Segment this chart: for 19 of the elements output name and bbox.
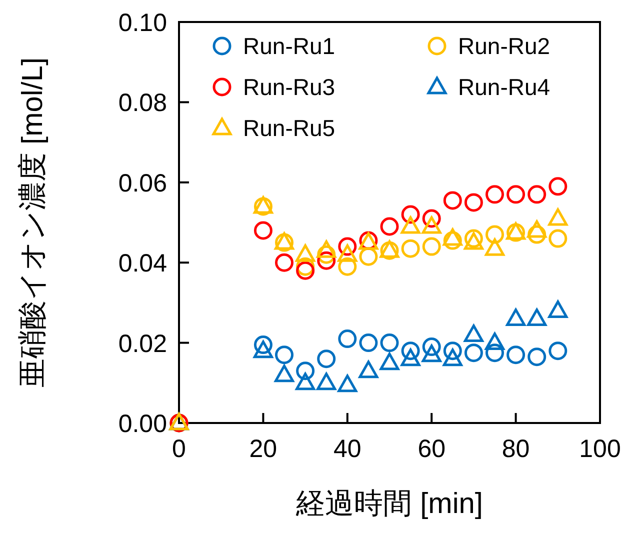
y-tick-label: 0.04 <box>118 250 168 278</box>
legend-label: Run-Ru3 <box>243 74 336 100</box>
y-axis-title: 亜硝酸イオン濃度 [mol/L] <box>17 57 49 388</box>
x-tick-label: 0 <box>172 435 186 463</box>
y-tick-label: 0.06 <box>118 169 167 198</box>
legend-label: Run-Ru5 <box>243 115 336 141</box>
legend-label: Run-Ru2 <box>458 33 550 59</box>
y-tick-label: 0.00 <box>118 410 167 438</box>
y-tick-label: 0.08 <box>118 89 167 118</box>
legend-label: Run-Ru4 <box>458 74 550 100</box>
x-tick-label: 80 <box>502 435 530 463</box>
legend-label: Run-Ru1 <box>243 33 336 59</box>
y-tick-label: 0.02 <box>118 330 167 358</box>
x-tick-label: 40 <box>333 435 362 463</box>
x-axis-title: 経過時間 [min] <box>295 488 483 520</box>
y-tick-label: 0.10 <box>118 9 167 37</box>
x-tick-label: 100 <box>579 435 621 463</box>
x-tick-label: 60 <box>418 435 446 463</box>
x-tick-label: 20 <box>249 435 278 463</box>
